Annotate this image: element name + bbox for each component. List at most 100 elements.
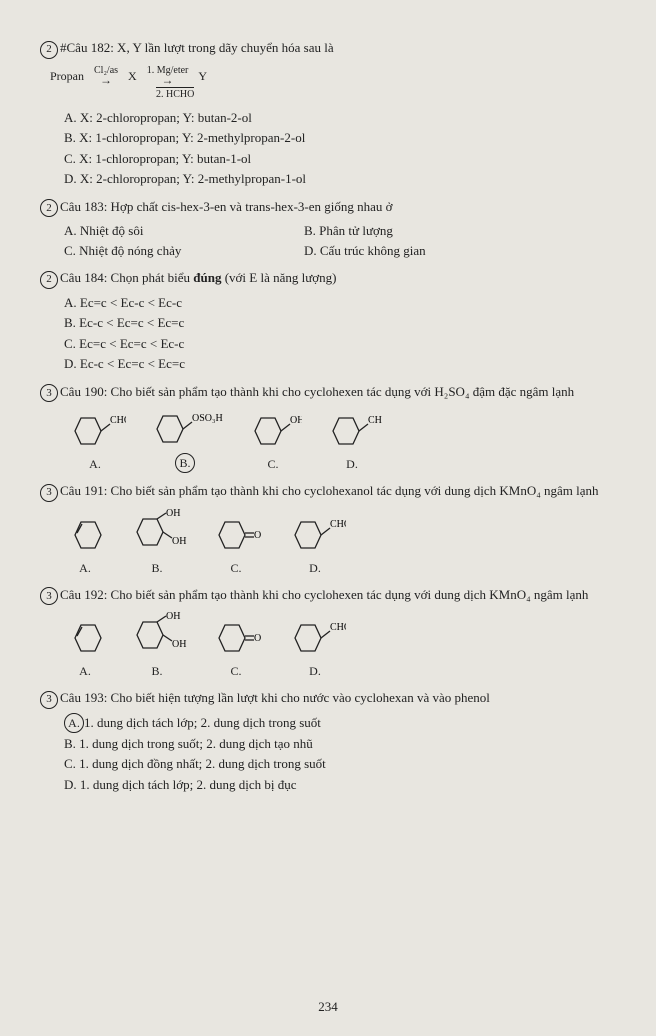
q192-molecules: A. OH OH B. O C. CH bbox=[64, 611, 616, 680]
q190-answer-circle: B. bbox=[175, 453, 195, 473]
q191-heading: 3Câu 191: Cho biết sản phẩm tạo thành kh… bbox=[40, 481, 616, 502]
q190-label-a: A. bbox=[89, 455, 101, 473]
q190-sub-b: OSO₃H bbox=[192, 413, 223, 424]
reaction-start: Propan bbox=[50, 67, 84, 85]
cyclohexene-icon bbox=[64, 617, 106, 659]
q192-sub-c: O bbox=[254, 633, 261, 644]
q192-label-a: A. bbox=[79, 662, 91, 680]
reaction-arrow-1: Cl₂/as bbox=[90, 65, 122, 87]
q191-mol-d: CHO D. bbox=[284, 514, 346, 577]
hexagon-cho-icon: CHO bbox=[284, 514, 346, 556]
hexagon-oh-icon: OH bbox=[244, 410, 302, 452]
q191-label-c: C. bbox=[230, 559, 241, 577]
q184-opt-d: D. Ec-c < Ec=c < Ec=c bbox=[64, 354, 616, 374]
page: 2#Câu 182: X, Y lần lượt trong dãy chuyể… bbox=[0, 0, 656, 1036]
q182-num-circle: 2 bbox=[40, 41, 58, 59]
q190-mol-b: OSO₃H B. bbox=[146, 408, 224, 473]
q191-sub-b2: OH bbox=[172, 536, 186, 547]
q193-opt-c: C. 1. dung dịch đồng nhất; 2. dung dịch … bbox=[64, 754, 616, 774]
q192-label-c: C. bbox=[230, 662, 241, 680]
q192-heading: 3Câu 192: Cho biết sản phẩm tạo thành kh… bbox=[40, 585, 616, 606]
q190-sub-d: CH₃ bbox=[368, 415, 382, 426]
q190-label-b: B. bbox=[175, 453, 195, 473]
q191-sub-d: CHO bbox=[330, 519, 346, 530]
reaction-step1-top: Cl₂/as bbox=[94, 65, 118, 76]
q192-sub-b1: OH bbox=[166, 611, 180, 622]
reaction-end: Y bbox=[198, 67, 207, 85]
q182-reaction: Propan Cl₂/as X 1. Mg/eter Y bbox=[50, 65, 616, 87]
q183-options: A. Nhiệt độ sôi B. Phân tử lượng C. Nhiệ… bbox=[64, 221, 616, 260]
q184-opt-b: B. Ec-c < Ec=c < Ec=c bbox=[64, 313, 616, 333]
q192-label-d: D. bbox=[309, 662, 321, 680]
q191-num-circle: 3 bbox=[40, 484, 58, 502]
hexagon-ch3-icon: CH₃ bbox=[322, 410, 382, 452]
q192-num-circle: 3 bbox=[40, 587, 58, 605]
q193-num-circle: 3 bbox=[40, 691, 58, 709]
diol-icon: OH OH bbox=[126, 611, 188, 659]
cyclohexene-icon bbox=[64, 514, 106, 556]
reaction-step2-top: 1. Mg/eter bbox=[147, 65, 189, 76]
q182-heading: 2#Câu 182: X, Y lần lượt trong dãy chuyể… bbox=[40, 38, 616, 59]
q192-heading-text: Câu 192: Cho biết sản phẩm tạo thành khi… bbox=[60, 587, 588, 602]
q191-label-a: A. bbox=[79, 559, 91, 577]
q192-label-b: B. bbox=[151, 662, 162, 680]
diol-icon: OH OH bbox=[126, 508, 188, 556]
q191-label-d: D. bbox=[309, 559, 321, 577]
q184-heading: 2Câu 184: Chọn phát biểu đúng (với E là … bbox=[40, 268, 616, 289]
q182-options: A. X: 2-chloropropan; Y: butan-2-ol B. X… bbox=[64, 108, 616, 189]
q190-sub-a: CHO bbox=[110, 415, 126, 426]
q190-mol-c: OH C. bbox=[244, 410, 302, 473]
q184-heading-pre: Câu 184: Chọn phát biểu bbox=[60, 270, 193, 285]
q192-sub-d: CHO bbox=[330, 622, 346, 633]
q184-options: A. Ec=c < Ec-c < Ec-c B. Ec-c < Ec=c < E… bbox=[64, 293, 616, 374]
q191-molecules: A. OH OH B. O C. CH bbox=[64, 508, 616, 577]
q183-heading: 2Câu 183: Hợp chất cis-hex-3-en và trans… bbox=[40, 197, 616, 218]
q183-opt-c: C. Nhiệt độ nóng chảy bbox=[64, 241, 264, 261]
q191-sub-c: O bbox=[254, 530, 261, 541]
q183-opt-b: B. Phân tử lượng bbox=[304, 221, 504, 241]
q193-heading-text: Câu 193: Cho biết hiện tượng lần lượt kh… bbox=[60, 690, 490, 705]
q182-opt-c: C. X: 1-chloropropan; Y: butan-1-ol bbox=[64, 149, 616, 169]
q191-mol-c: O C. bbox=[208, 514, 264, 577]
q190-label-c: C. bbox=[267, 455, 278, 473]
hexagon-cho-icon: CHO bbox=[284, 617, 346, 659]
q183-heading-text: Câu 183: Hợp chất cis-hex-3-en và trans-… bbox=[60, 199, 393, 214]
q193-options: A.1. dung dịch tách lớp; 2. dung dịch tr… bbox=[64, 713, 616, 795]
q184-heading-post: (với E là năng lượng) bbox=[221, 270, 336, 285]
ketone-icon: O bbox=[208, 617, 264, 659]
q184-heading-bold: đúng bbox=[193, 270, 221, 285]
q191-sub-b1: OH bbox=[166, 508, 180, 519]
q192-mol-b: OH OH B. bbox=[126, 611, 188, 680]
q183-opt-d: D. Cấu trúc không gian bbox=[304, 241, 504, 261]
reaction-mid: X bbox=[128, 67, 137, 85]
hexagon-oso3h-icon: OSO₃H bbox=[146, 408, 224, 450]
reaction-step2-bot-row: 2. HCHO bbox=[156, 87, 616, 102]
q191-mol-b: OH OH B. bbox=[126, 508, 188, 577]
q193-opt-a: A.1. dung dịch tách lớp; 2. dung dịch tr… bbox=[64, 713, 616, 733]
q190-num-circle: 3 bbox=[40, 384, 58, 402]
reaction-arrow-2: 1. Mg/eter bbox=[143, 65, 193, 87]
q191-label-b: B. bbox=[151, 559, 162, 577]
hexagon-cho-icon: CHO bbox=[64, 410, 126, 452]
q192-sub-b2: OH bbox=[172, 639, 186, 650]
q184-num-circle: 2 bbox=[40, 271, 58, 289]
page-number: 234 bbox=[0, 997, 656, 1017]
q191-heading-text: Câu 191: Cho biết sản phẩm tạo thành khi… bbox=[60, 483, 599, 498]
q184-opt-c: C. Ec=c < Ec=c < Ec-c bbox=[64, 334, 616, 354]
q190-heading: 3Câu 190: Cho biết sản phẩm tạo thành kh… bbox=[40, 382, 616, 403]
q192-mol-d: CHO D. bbox=[284, 617, 346, 680]
q193-opt-b: B. 1. dung dịch trong suốt; 2. dung dịch… bbox=[64, 734, 616, 754]
reaction-step2-bot: 2. HCHO bbox=[156, 87, 194, 100]
q183-opt-a: A. Nhiệt độ sôi bbox=[64, 221, 264, 241]
q191-mol-a: A. bbox=[64, 514, 106, 577]
q190-label-d: D. bbox=[346, 455, 358, 473]
q193-heading: 3Câu 193: Cho biết hiện tượng lần lượt k… bbox=[40, 688, 616, 709]
q182-opt-b: B. X: 1-chloropropan; Y: 2-methylpropan-… bbox=[64, 128, 616, 148]
q182-heading-text: #Câu 182: X, Y lần lượt trong dãy chuyển… bbox=[60, 40, 334, 55]
q182-opt-d: D. X: 2-chloropropan; Y: 2-methylpropan-… bbox=[64, 169, 616, 189]
q192-mol-c: O C. bbox=[208, 617, 264, 680]
q190-heading-text: Câu 190: Cho biết sản phẩm tạo thành khi… bbox=[60, 384, 574, 399]
q192-mol-a: A. bbox=[64, 617, 106, 680]
q183-num-circle: 2 bbox=[40, 199, 58, 217]
q182-opt-a: A. X: 2-chloropropan; Y: butan-2-ol bbox=[64, 108, 616, 128]
